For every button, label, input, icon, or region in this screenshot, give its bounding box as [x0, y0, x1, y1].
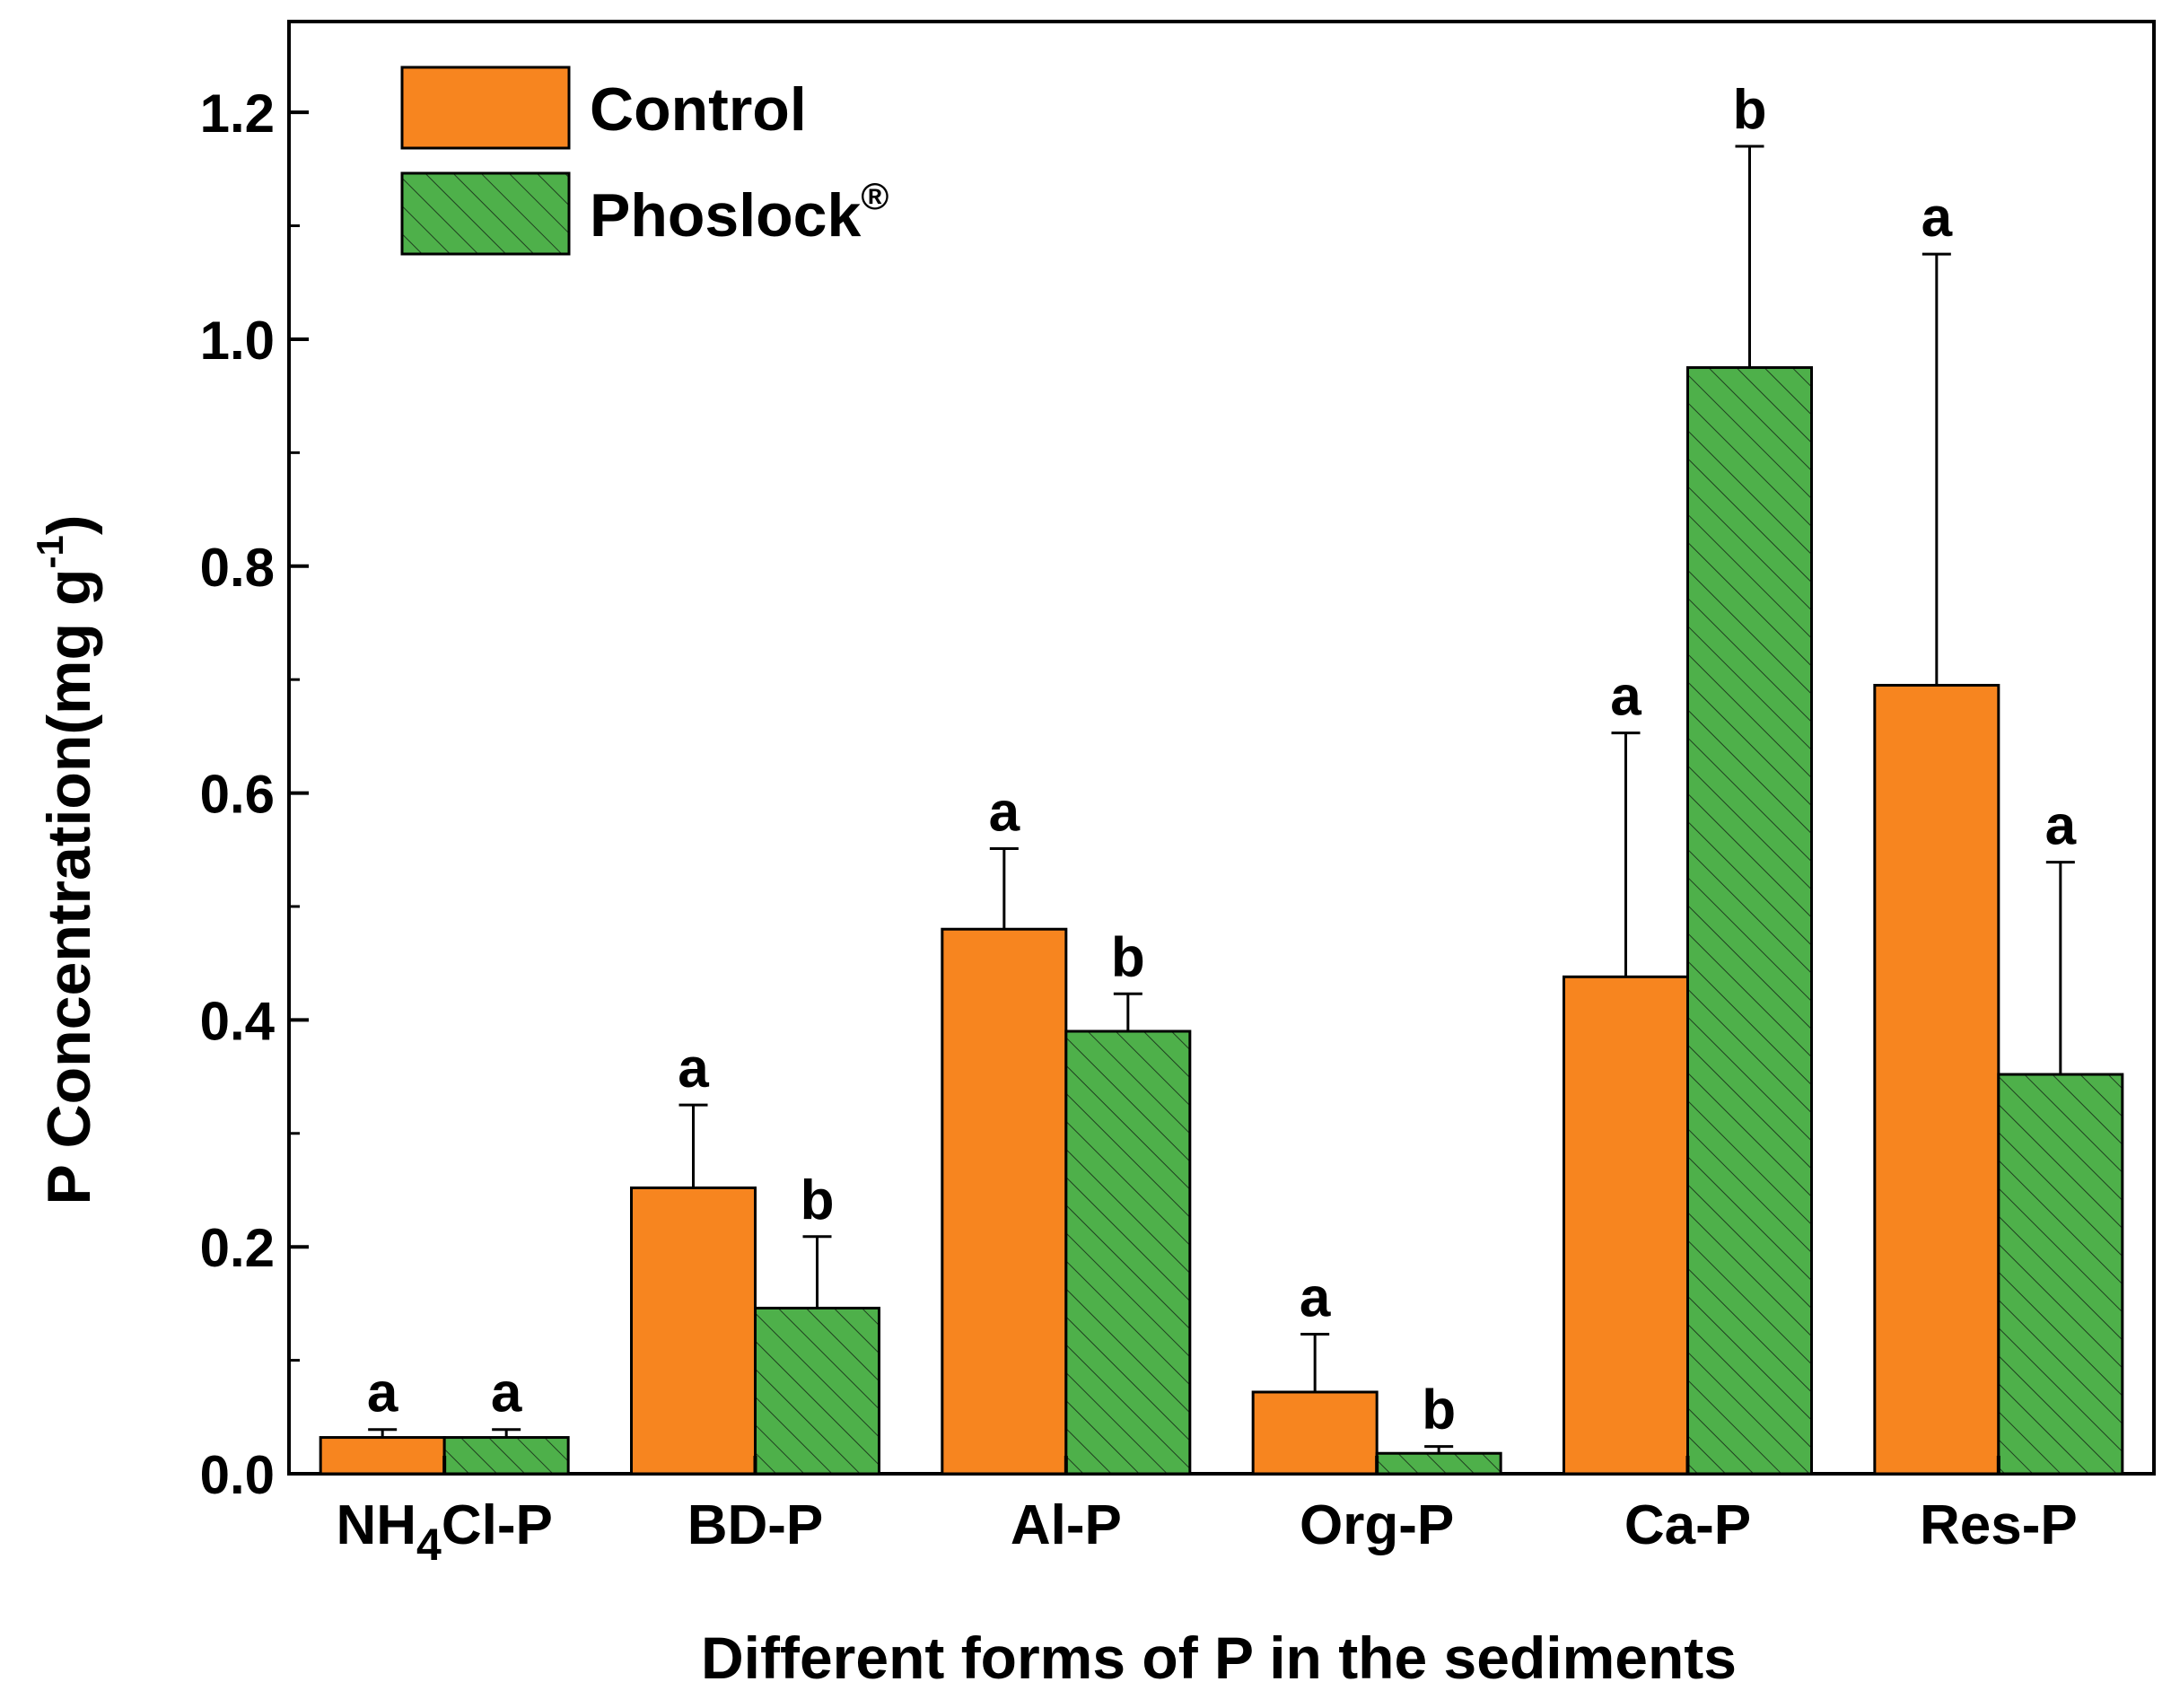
bars [319, 366, 2124, 1476]
legend-label-control: Control [590, 75, 807, 144]
bar-phoslock [1064, 1029, 1192, 1476]
x-tick-label: BD-P [687, 1494, 824, 1556]
bar-control [1563, 975, 1689, 1476]
y-tick-label: 1.2 [200, 83, 275, 144]
x-tick-label-main: BD-P [687, 1494, 824, 1556]
legend-label-phoslock: Phoslock® [590, 175, 889, 250]
significance-label: a [367, 1362, 398, 1424]
significance-label: a [989, 782, 1020, 844]
significance-label: a [1610, 666, 1641, 728]
significance-label: a [1922, 187, 1953, 249]
y-tick-label: 0.2 [200, 1218, 275, 1278]
x-tick-label: Res-P [1920, 1494, 2078, 1556]
bar-phoslock [442, 1436, 570, 1476]
x-tick-label-main: Res-P [1920, 1494, 2078, 1556]
y-axis: 0.0 0.2 0.4 0.6 0.8 1.0 1.2 [200, 83, 309, 1505]
x-tick-label-rest: Cl-P [442, 1494, 553, 1556]
significance-label: a [1300, 1267, 1331, 1329]
significance-label: b [1111, 926, 1145, 988]
significance-labels: a a a b a b a b a b a a [367, 79, 2077, 1441]
significance-label: a [2045, 795, 2077, 857]
x-tick-label-subscript: 4 [416, 1520, 442, 1570]
legend-swatch-phoslock [400, 171, 571, 256]
bar-control [941, 927, 1068, 1476]
x-tick-label: Org-P [1300, 1494, 1454, 1556]
y-tick-label: 1.0 [200, 311, 275, 371]
bar-phoslock [1997, 1073, 2124, 1476]
x-tick-label: Al-P [1011, 1494, 1122, 1556]
plot-frame [287, 20, 2156, 1476]
plot-area [287, 20, 2156, 1476]
bar-control [1873, 683, 2000, 1476]
bar-control [319, 1436, 446, 1476]
legend-label-phoslock-main: Phoslock [590, 181, 861, 250]
significance-label: a [491, 1362, 522, 1424]
significance-label: b [1733, 79, 1767, 141]
bar-control [1251, 1390, 1379, 1476]
y-axis-label-superscript: -1 [29, 535, 71, 568]
x-axis: NH4Cl-P BD-P Al-P Org-P Ca-P Res-P [336, 1456, 2078, 1570]
significance-label: b [801, 1169, 835, 1231]
bar-phoslock [754, 1306, 880, 1476]
bar-phoslock [1686, 366, 1813, 1476]
error-bars [368, 145, 2075, 1454]
x-tick-label-main: Ca-P [1624, 1494, 1751, 1556]
y-axis-label-main: P Concentration(mg g [35, 569, 103, 1205]
y-tick-label: 0.4 [200, 991, 276, 1051]
bar-phoslock [1375, 1451, 1502, 1476]
y-tick-label: 0.0 [200, 1445, 275, 1505]
significance-label: a [678, 1038, 709, 1099]
x-axis-label: Different forms of P in the sediments [701, 1625, 1737, 1691]
x-tick-label: Ca-P [1624, 1494, 1751, 1556]
x-tick-label-main: Org-P [1300, 1494, 1454, 1556]
significance-label: b [1422, 1380, 1456, 1441]
y-tick-label: 0.8 [200, 538, 275, 598]
y-tick-label: 0.6 [200, 765, 275, 825]
bar-control [630, 1186, 757, 1476]
x-tick-label-main: Al-P [1011, 1494, 1122, 1556]
y-axis-label: P Concentration(mg g-1) [29, 514, 103, 1204]
legend-label-phoslock-superscript: ® [861, 175, 889, 217]
x-tick-label-main: NH [336, 1494, 416, 1556]
x-tick-label: NH4Cl-P [336, 1494, 552, 1570]
legend: Control Phoslock® [400, 66, 889, 256]
y-axis-label-close: ) [35, 514, 103, 535]
legend-swatch-control [400, 66, 571, 150]
